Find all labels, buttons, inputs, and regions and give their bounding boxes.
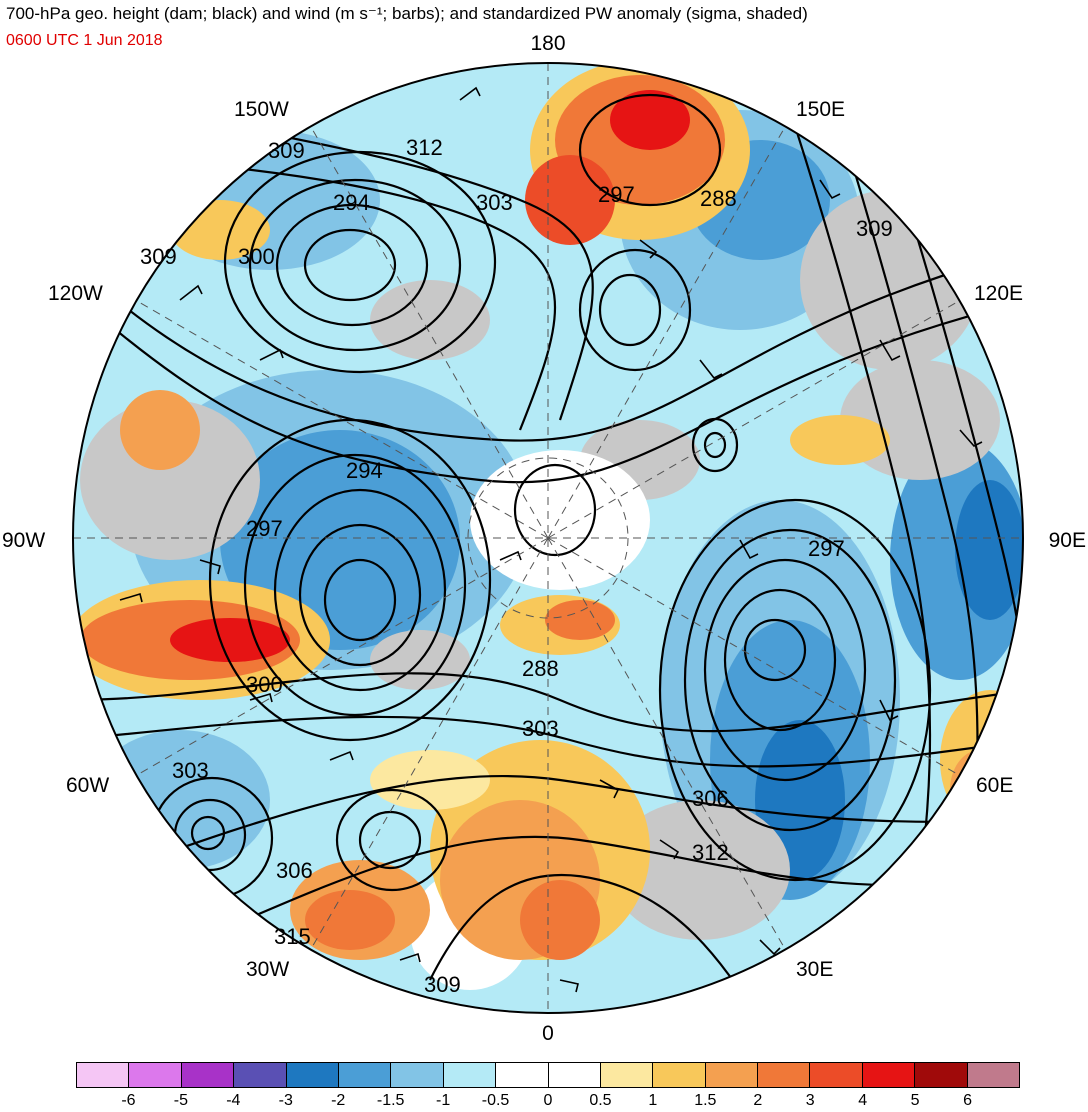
colorbar-swatch [129,1063,182,1087]
contour-label: 303 [522,716,559,741]
colorbar-tick-label: 1 [648,1092,658,1109]
contour-labels: 309 312 294 303 297 288 309 309 300 294 … [140,135,893,997]
colorbar-tick-label: 3 [805,1092,815,1109]
colorbar-swatch [77,1063,130,1087]
colorbar-swatch [286,1063,339,1087]
contour-label: 303 [476,190,513,215]
contour-label: 312 [406,135,443,160]
polar-stereographic-map: 309 312 294 303 297 288 309 309 300 294 … [2,32,1086,1045]
colorbar-swatch [915,1063,968,1087]
contour-label: 288 [700,186,737,211]
colorbar-swatch [967,1063,1020,1087]
valid-time-label: 0600 UTC 1 Jun 2018 [6,32,163,49]
colorbar-swatch [338,1063,392,1087]
colorbar-tick-label: -1.5 [376,1092,405,1109]
colorbar-swatch [758,1063,811,1087]
colorbar-tick-label: -3 [278,1092,293,1109]
contour-label: 306 [692,786,729,811]
map-border [72,62,1024,1014]
contour-label: 306 [276,858,313,883]
colorbar-tick-labels: -6 -5 -4 -3 -2 -1.5 -1 -0.5 0 0.5 1 1.5 2 3 4 5 6 [76,1092,1020,1112]
colorbar-swatch [391,1063,444,1087]
colorbar-tick-label: 6 [963,1092,972,1109]
colorbar-tick-label: -0.5 [481,1092,510,1109]
colorbar-swatch [443,1063,497,1087]
colorbar-tick-label: 0.5 [589,1092,612,1109]
lon-label-150e: 150E [796,98,845,121]
contour-label: 297 [598,182,635,207]
lon-label-0: 0 [542,1022,554,1045]
contour-label: 300 [246,672,283,697]
wind-barbs [119,86,983,993]
colorbar-swatch [653,1063,706,1087]
lon-label-30e: 30E [796,958,833,981]
contour-label: 309 [856,216,893,241]
colorbar-tick-label: -1 [435,1092,451,1109]
lon-label-30w: 30W [246,958,289,981]
colorbar-swatch [600,1063,654,1087]
colorbar-swatch [862,1063,916,1087]
colorbar [76,1062,1020,1088]
map-title: 700-hPa geo. height (dam; black) and win… [6,4,808,23]
contour-label: 297 [808,536,845,561]
lon-label-90w: 90W [2,529,45,552]
lon-label-90e: 90E [1049,529,1086,552]
lon-label-60w: 60W [66,774,109,797]
contour-label: 297 [246,516,283,541]
contour-label: 315 [274,924,311,949]
colorbar-tick-label: 5 [910,1092,920,1109]
colorbar-tick-label: -6 [121,1092,136,1109]
colorbar-tick-label: 1.5 [694,1092,717,1109]
colorbar-tick-label: 4 [858,1092,868,1109]
contour-label: 303 [172,758,209,783]
lon-label-180: 180 [530,32,565,55]
colorbar-swatch [810,1063,863,1087]
colorbar-tick-label: -2 [331,1092,346,1109]
colorbar-swatch [548,1063,601,1087]
contour-label: 294 [346,458,383,483]
contour-label: 309 [424,972,461,997]
contour-label: 300 [238,244,275,269]
graticule [73,63,1023,1013]
contour-label: 288 [522,656,559,681]
colorbar-swatch [234,1063,287,1087]
colorbar-tick-label: -4 [226,1092,241,1109]
contour-label: 309 [268,138,305,163]
longitude-labels: 180 0 90W 90E 150W 120W 150E 120E 60W 30… [2,32,1086,1045]
colorbar-swatch [705,1063,759,1087]
lon-label-60e: 60E [976,774,1013,797]
contour-label: 312 [692,840,729,865]
colorbar-swatch [496,1063,549,1087]
lon-label-120w: 120W [48,282,103,305]
height-contours [73,79,1023,1013]
colorbar-tick-label: 0 [543,1092,553,1109]
lon-label-150w: 150W [234,98,289,121]
colorbar-tick-label: 2 [753,1092,763,1109]
contour-label: 309 [140,244,177,269]
lon-label-120e: 120E [974,282,1023,305]
colorbar-swatch [181,1063,235,1087]
colorbar-tick-label: -5 [173,1092,188,1109]
contour-label: 294 [333,190,370,215]
